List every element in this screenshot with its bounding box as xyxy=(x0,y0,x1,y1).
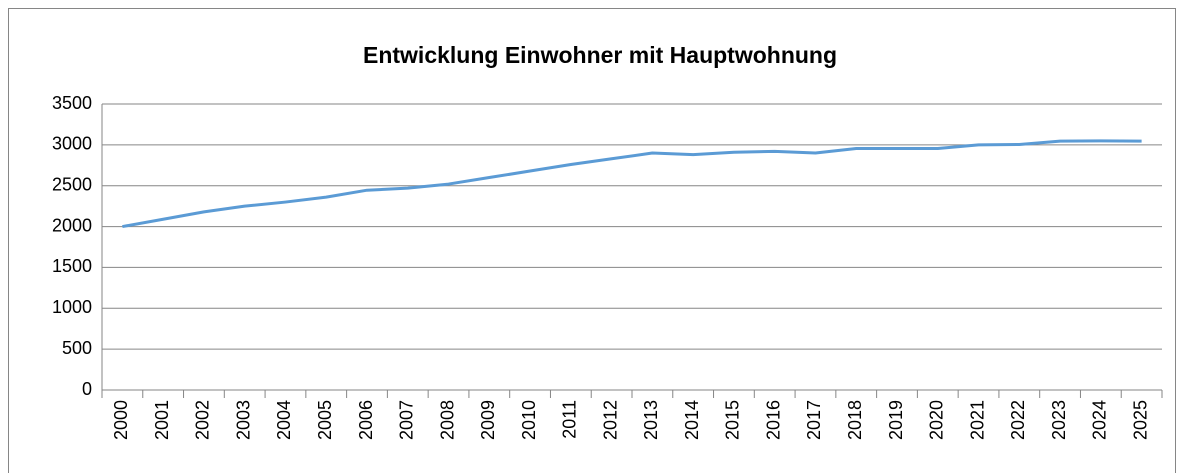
x-tick-label: 2017 xyxy=(804,400,824,440)
y-tick-label: 2500 xyxy=(52,174,92,194)
x-tick-label: 2020 xyxy=(927,400,947,440)
x-tick-label: 2014 xyxy=(682,400,702,440)
x-tick-label: 2023 xyxy=(1049,400,1069,440)
y-tick-label: 1500 xyxy=(52,256,92,276)
x-tick-label: 2008 xyxy=(437,400,457,440)
x-tick-label: 2006 xyxy=(356,400,376,440)
x-tick-label: 2022 xyxy=(1008,400,1028,440)
x-tick-label: 2002 xyxy=(193,400,213,440)
x-tick-label: 2015 xyxy=(723,400,743,440)
x-tick-label: 2021 xyxy=(967,400,987,440)
x-tick-label: 2003 xyxy=(233,400,253,440)
x-tick-label: 2005 xyxy=(315,400,335,440)
x-tick-label: 2009 xyxy=(478,400,498,440)
x-tick-label: 2019 xyxy=(886,400,906,440)
x-tick-label: 2001 xyxy=(152,400,172,440)
y-tick-label: 2000 xyxy=(52,215,92,235)
x-tick-label: 2000 xyxy=(111,400,131,440)
x-tick-label: 2025 xyxy=(1130,400,1150,440)
x-tick-label: 2007 xyxy=(397,400,417,440)
x-tick-label: 2018 xyxy=(845,400,865,440)
x-tick-label: 2010 xyxy=(519,400,539,440)
x-tick-label: 2013 xyxy=(641,400,661,440)
x-tick-label: 2011 xyxy=(560,400,580,439)
y-tick-label: 500 xyxy=(62,338,92,358)
x-tick-label: 2024 xyxy=(1090,400,1110,440)
y-tick-label: 3000 xyxy=(52,134,92,154)
x-tick-label: 2016 xyxy=(763,400,783,440)
line-series xyxy=(122,139,1142,229)
x-tick-label: 2004 xyxy=(274,400,294,440)
y-tick-label: 3500 xyxy=(52,93,92,113)
y-tick-label: 0 xyxy=(82,379,92,399)
chart-title: Entwicklung Einwohner mit Hauptwohnung xyxy=(363,42,837,68)
chart-border xyxy=(8,8,1176,473)
x-tick-label: 2012 xyxy=(600,400,620,440)
y-tick-label: 1000 xyxy=(52,297,92,317)
